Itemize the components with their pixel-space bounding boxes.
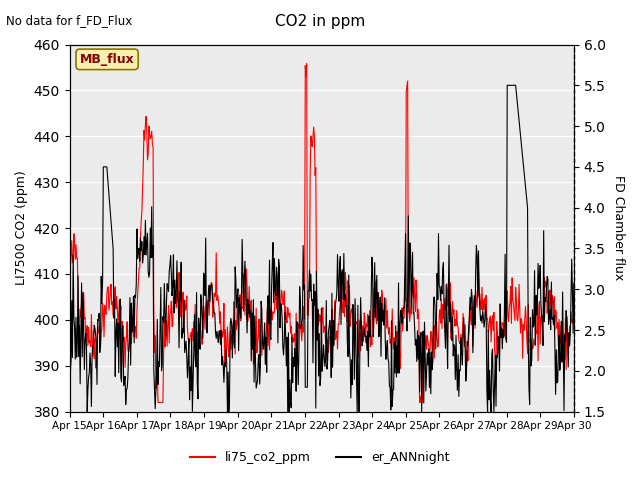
Text: CO2 in ppm: CO2 in ppm xyxy=(275,14,365,29)
Legend: li75_co2_ppm, er_ANNnight: li75_co2_ppm, er_ANNnight xyxy=(186,446,454,469)
Text: No data for f_FD_Flux: No data for f_FD_Flux xyxy=(6,14,132,27)
Text: MB_flux: MB_flux xyxy=(80,53,134,66)
Y-axis label: LI7500 CO2 (ppm): LI7500 CO2 (ppm) xyxy=(15,171,28,286)
Y-axis label: FD Chamber flux: FD Chamber flux xyxy=(612,176,625,281)
